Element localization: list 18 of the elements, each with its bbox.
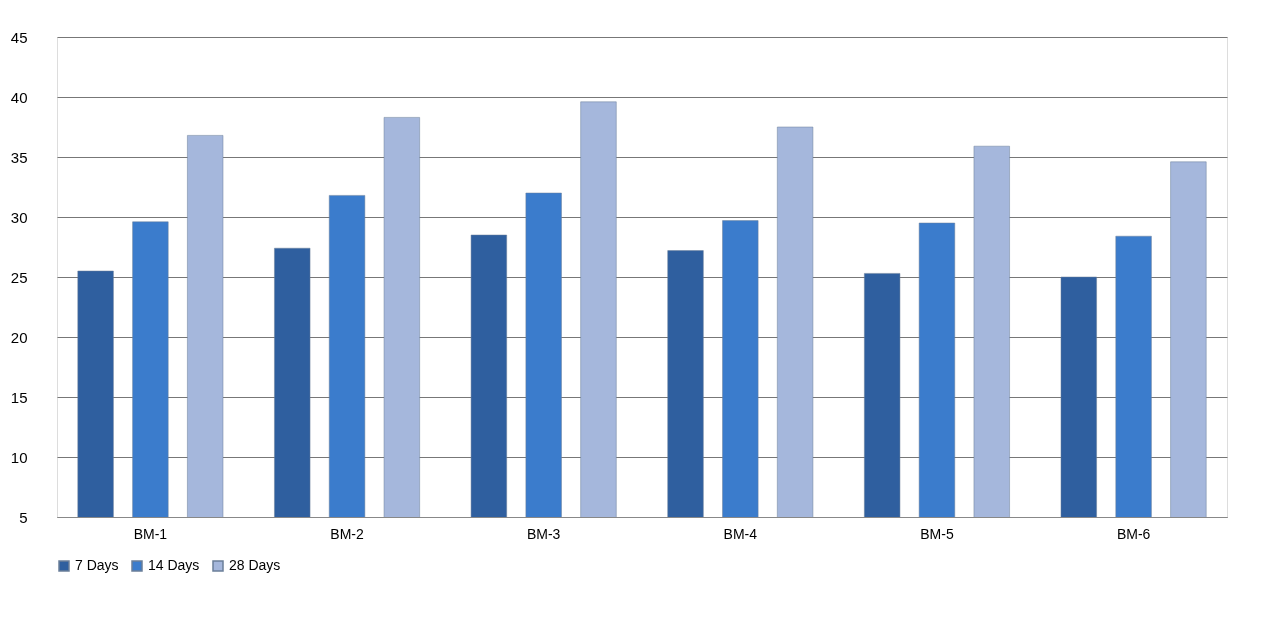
x-tick-label: BM-1 [133, 525, 168, 542]
y-tick-label: 15 [10, 388, 28, 406]
y-tick-label: 40 [10, 88, 28, 106]
y-tick-label: 35 [10, 148, 28, 166]
x-tick-label: BM-2 [330, 525, 364, 542]
legend-label: 14 Days [148, 557, 200, 573]
y-tick-label: 20 [10, 328, 28, 346]
legend-label: 7 Days [75, 557, 119, 573]
y-tick-label: 30 [10, 208, 28, 226]
y-tick-label: 25 [10, 268, 28, 286]
x-tick-label: BM-3 [526, 525, 561, 542]
y-tick-label: 45 [10, 28, 28, 46]
x-tick-label: BM-6 [1116, 525, 1151, 542]
x-tick-label: BM-4 [723, 525, 758, 542]
y-tick-label: 5 [19, 508, 28, 526]
x-tick-label: BM-5 [920, 525, 954, 542]
legend-label: 28 Days [229, 557, 281, 573]
y-tick-label: 10 [10, 448, 28, 466]
